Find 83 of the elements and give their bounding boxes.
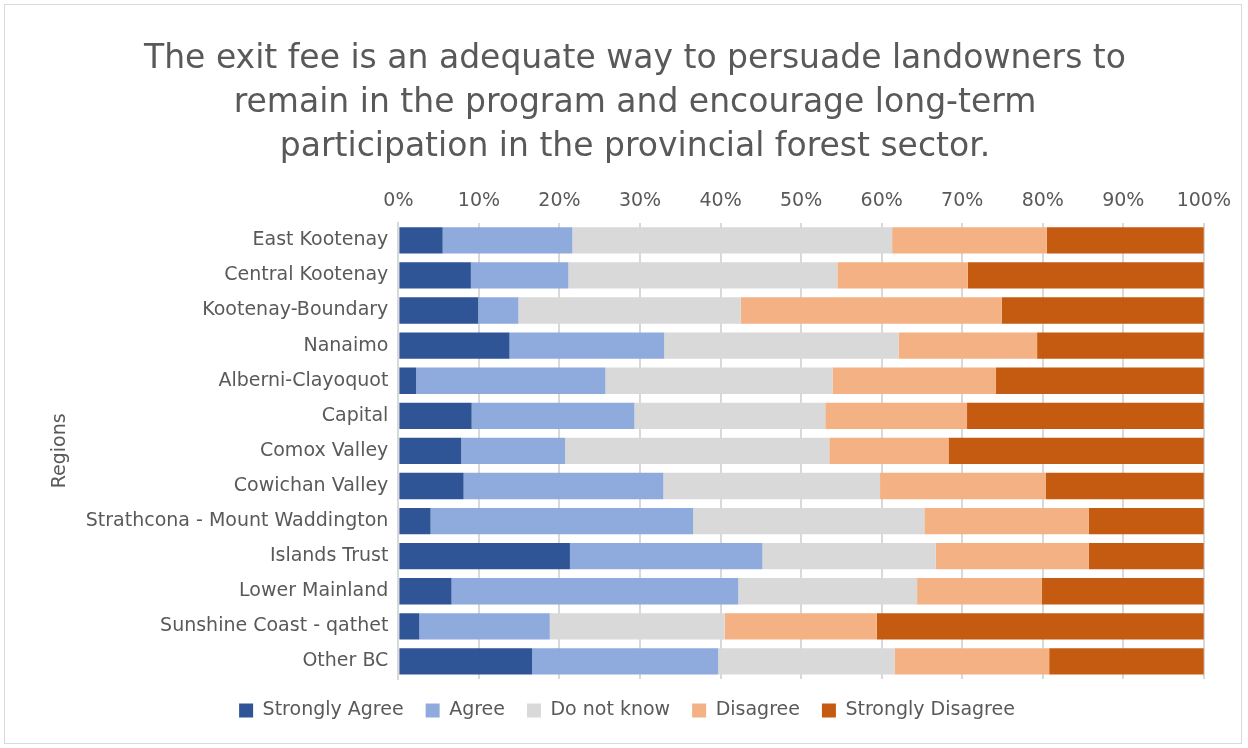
bar bbox=[399, 507, 431, 535]
bar bbox=[478, 297, 519, 324]
bar bbox=[399, 472, 464, 500]
x-tick-label: 10% bbox=[457, 188, 501, 211]
bar bbox=[924, 507, 1089, 535]
y-tick-label: Kootenay-Boundary bbox=[202, 297, 389, 320]
bar bbox=[569, 543, 763, 570]
bar bbox=[948, 437, 1204, 465]
bar bbox=[837, 262, 968, 289]
bar bbox=[898, 332, 1038, 359]
bar bbox=[399, 437, 462, 465]
bar bbox=[894, 648, 1050, 675]
chart-title: The exit fee is an adequate way to persuade landowners to remain in the program and encourage long-term participation in the provincial forest sector. bbox=[143, 36, 1127, 166]
y-tick-label: Sunshine Coast - qathet bbox=[160, 613, 389, 636]
bar bbox=[430, 507, 694, 535]
x-tick-label: 20% bbox=[538, 188, 581, 211]
bar bbox=[829, 437, 949, 465]
x-tick-label: 0% bbox=[383, 188, 414, 211]
legend-label: Do not know bbox=[550, 697, 671, 720]
x-tick-label: 70% bbox=[941, 188, 984, 211]
bar bbox=[1046, 227, 1204, 254]
bar bbox=[967, 402, 1204, 429]
bar bbox=[471, 402, 635, 429]
bar bbox=[399, 332, 510, 359]
bar bbox=[1037, 332, 1204, 359]
bar bbox=[461, 437, 566, 465]
bar bbox=[892, 227, 1047, 254]
bar bbox=[451, 578, 739, 605]
x-tick-label: 90% bbox=[1102, 188, 1145, 211]
bar bbox=[724, 613, 877, 640]
bar bbox=[832, 367, 997, 394]
bar bbox=[470, 262, 569, 289]
bar bbox=[1049, 648, 1204, 675]
y-axis-title: Regions bbox=[47, 413, 70, 489]
bar bbox=[399, 402, 472, 429]
legend-label: Disagree bbox=[715, 697, 800, 720]
bar bbox=[399, 578, 452, 605]
bar bbox=[1041, 578, 1204, 605]
y-tick-label: Comox Valley bbox=[259, 437, 389, 460]
x-tick-label: 40% bbox=[699, 188, 742, 211]
y-tick-label: Central Kootenay bbox=[224, 262, 389, 285]
bar bbox=[967, 262, 1204, 289]
y-tick-label: East Kootenay bbox=[252, 227, 389, 250]
bar bbox=[880, 472, 1046, 500]
y-tick-label: Alberni-Clayoquot bbox=[218, 367, 389, 390]
bar bbox=[917, 578, 1042, 605]
bar bbox=[1045, 472, 1204, 500]
legend-label: Strongly Agree bbox=[262, 697, 404, 720]
bar bbox=[740, 297, 1002, 324]
bar bbox=[935, 543, 1089, 570]
bar bbox=[1001, 297, 1204, 324]
y-tick-label: Cowichan Valley bbox=[233, 472, 389, 495]
y-tick-label: Nanaimo bbox=[303, 332, 389, 355]
bar bbox=[399, 543, 570, 570]
bar bbox=[442, 227, 573, 254]
bar bbox=[399, 648, 533, 675]
bar bbox=[399, 227, 443, 254]
bar bbox=[399, 367, 417, 394]
x-tick-label: 80% bbox=[1021, 188, 1064, 211]
bar bbox=[419, 613, 550, 640]
bar bbox=[399, 297, 479, 324]
bar bbox=[1088, 507, 1204, 535]
y-tick-label: Lower Mainland bbox=[239, 578, 389, 601]
y-tick-label: Other BC bbox=[302, 648, 389, 671]
legend-label: Strongly Disagree bbox=[845, 697, 1015, 720]
x-tick-label: 100% bbox=[1176, 188, 1231, 211]
bar bbox=[463, 472, 664, 500]
x-tick-label: 50% bbox=[779, 188, 823, 211]
bar bbox=[509, 332, 665, 359]
y-tick-label: Capital bbox=[321, 402, 389, 425]
x-tick-label: 30% bbox=[618, 188, 662, 211]
bar bbox=[416, 367, 606, 394]
bar bbox=[532, 648, 719, 675]
bar bbox=[876, 613, 1204, 640]
bar bbox=[996, 367, 1204, 394]
legend-label: Agree bbox=[449, 697, 505, 720]
bar bbox=[1088, 543, 1204, 570]
bar bbox=[399, 262, 471, 289]
bar bbox=[825, 402, 968, 429]
bar bbox=[399, 613, 420, 640]
y-tick-label: Strathcona - Mount Waddington bbox=[85, 508, 389, 531]
y-tick-label: Islands Trust bbox=[269, 543, 389, 566]
x-tick-label: 60% bbox=[860, 188, 903, 211]
